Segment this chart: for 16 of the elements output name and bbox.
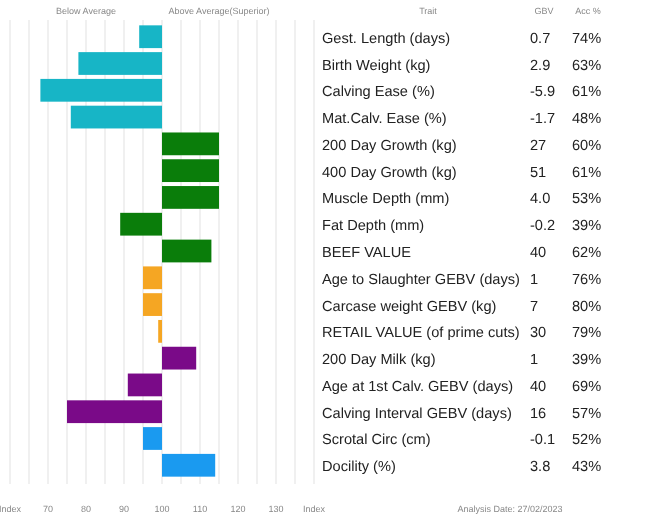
bar — [120, 212, 162, 236]
bar — [143, 427, 162, 450]
bar — [127, 373, 162, 397]
bar — [143, 266, 162, 290]
bar — [162, 346, 197, 370]
bar — [162, 159, 219, 183]
bar — [40, 78, 162, 102]
bar — [162, 239, 212, 263]
bar — [67, 400, 162, 424]
bar — [162, 453, 216, 477]
bar — [143, 293, 162, 316]
bar — [162, 132, 219, 156]
bar — [139, 25, 162, 49]
bar — [162, 186, 219, 209]
bar — [78, 52, 162, 75]
bar — [70, 105, 162, 129]
